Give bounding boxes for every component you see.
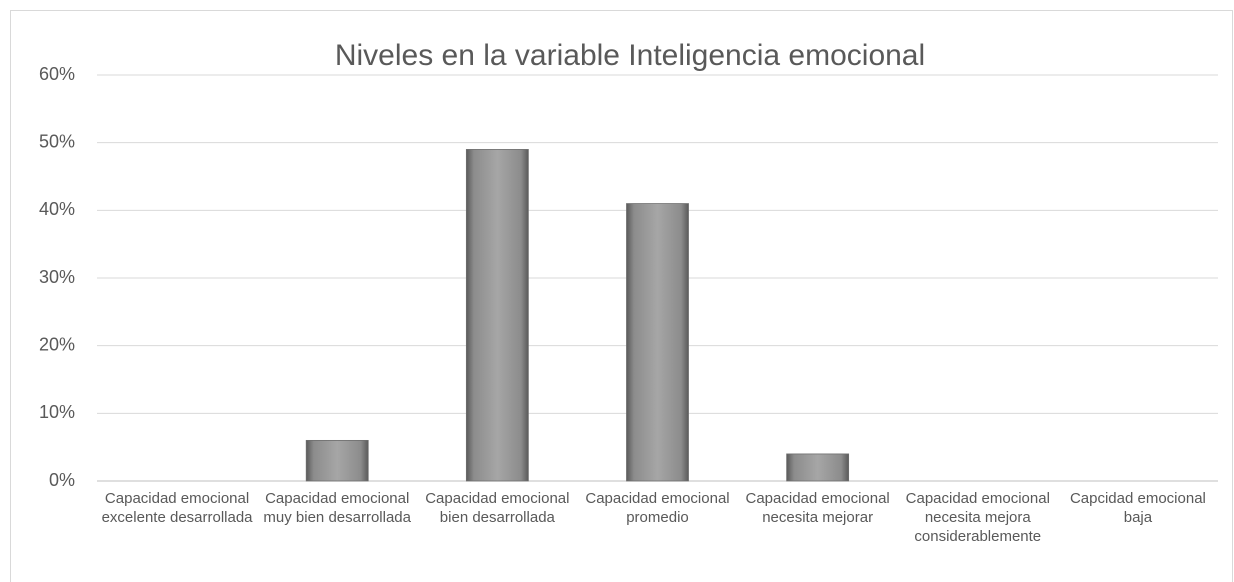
y-tick-label: 30%	[39, 267, 75, 287]
x-tick-label: Capacidad emocional necesita mejora cons…	[905, 490, 1050, 545]
x-tick-label: Capacidad emocional necesita mejorar	[745, 490, 890, 526]
y-tick-label: 40%	[39, 199, 75, 219]
x-tick-label: Capacidad emocional excelente desarrolla…	[101, 490, 253, 526]
chart-border	[10, 10, 1233, 582]
y-tick-label: 0%	[49, 470, 75, 490]
y-tick-label: 50%	[39, 131, 75, 151]
x-tick-label: Capacidad emocional promedio	[585, 490, 730, 526]
y-tick-label: 60%	[39, 64, 75, 84]
bar	[305, 439, 369, 482]
y-tick-label: 20%	[39, 334, 75, 354]
bar	[786, 453, 850, 482]
x-tick-label: Capacidad emocional bien desarrollada	[425, 490, 570, 526]
bar	[626, 203, 689, 482]
x-tick-label: Capacidad emocional muy bien desarrollad…	[263, 490, 411, 526]
bar	[465, 149, 529, 482]
y-tick-label: 10%	[39, 402, 75, 422]
x-tick-label: Capcidad emocional baja	[1069, 490, 1206, 526]
chart-title: Niveles en la variable Inteligencia emoc…	[335, 39, 925, 72]
